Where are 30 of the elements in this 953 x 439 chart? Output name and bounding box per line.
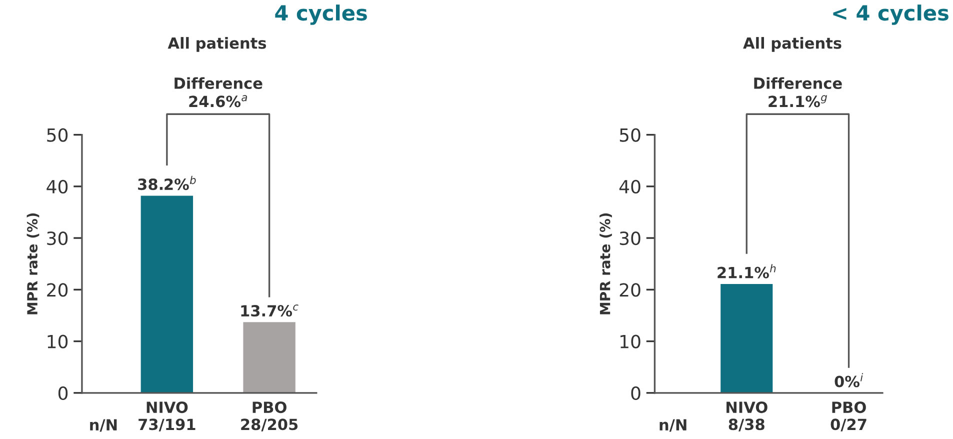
y-tick-label: 20	[620, 283, 640, 297]
data-label: 38.2%$^{b}$	[138, 176, 196, 190]
data-label: 13.7%$^{c}$	[241, 304, 298, 317]
y-axis-title: MPR rate (%)	[600, 213, 612, 314]
data-label: 0%$^{i}$	[834, 373, 864, 388]
y-tick-label: 50	[47, 128, 68, 142]
x-tick-label: NIVO 8/38	[726, 402, 768, 432]
text: n/N	[660, 419, 686, 432]
y-axis-title: MPR rate (%)	[26, 213, 40, 314]
chart-subtitle: All patients	[168, 37, 266, 52]
y-tick-label: 0	[58, 386, 68, 400]
y-tick-label: 50	[620, 128, 640, 142]
x-tick-label: PBO 28/205	[241, 402, 298, 432]
text: n/N	[90, 419, 117, 432]
chart-subtitle: All patients	[743, 37, 842, 52]
y-tick-label: 10	[48, 334, 68, 348]
y-tick-label: 30	[620, 231, 640, 246]
text: Difference 24.6%$^{a}$	[174, 77, 262, 108]
y-tick-label: 20	[47, 283, 68, 297]
x-tick-label: NIVO 73/191	[138, 402, 196, 432]
text: Difference 21.1%$^{g}$	[754, 77, 842, 108]
y-tick-label: 40	[619, 180, 640, 194]
x-tick-label: PBO 0/27	[830, 402, 866, 432]
y-tick-label: 10	[620, 334, 640, 348]
chart-title: < 4 cycles	[833, 4, 948, 25]
data-label: 21.1%$^{h}$	[718, 264, 776, 278]
y-tick-label: 30	[47, 231, 68, 246]
chart-title: 4 cycles	[275, 4, 367, 25]
y-tick-label: 0	[631, 386, 640, 400]
y-tick-label: 40	[46, 180, 68, 194]
